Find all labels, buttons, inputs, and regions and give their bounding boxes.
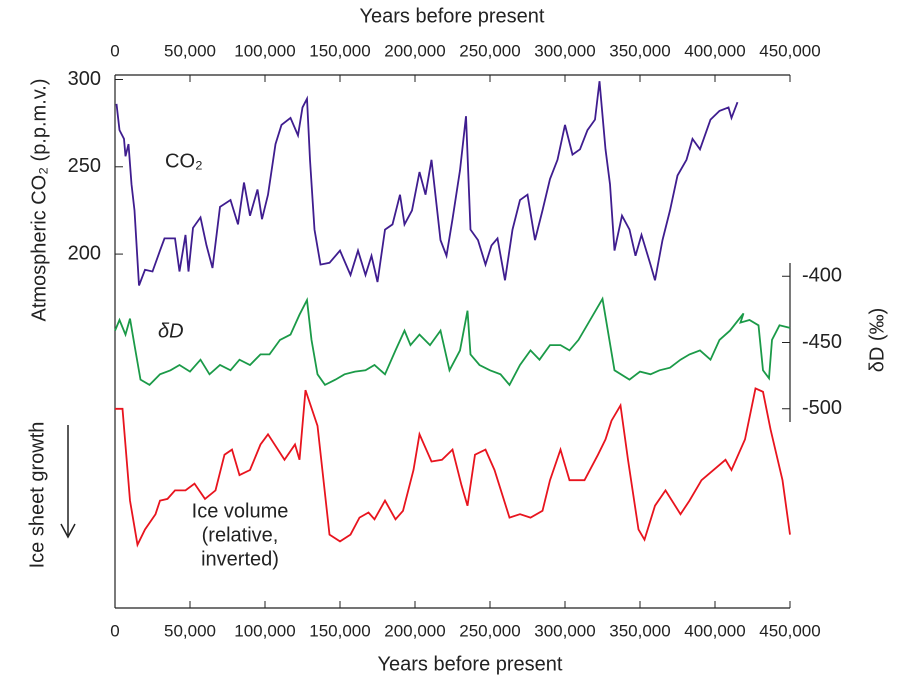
x-tick-label: 200,000	[384, 621, 445, 640]
x-tick-label: 150,000	[309, 621, 370, 640]
series-label: δD	[158, 320, 184, 342]
y2-tick-label: -450	[802, 331, 842, 353]
y2-tick-label: -500	[802, 397, 842, 419]
series-line	[114, 296, 791, 387]
x-tick-label: 50,000	[164, 41, 216, 60]
series-line	[115, 387, 791, 548]
x-tick-label: 0	[110, 41, 119, 60]
x-tick-label: 0	[110, 621, 119, 640]
growth-arrow	[60, 425, 76, 539]
x-tick-label: 250,000	[459, 621, 520, 640]
y3-axis-title: Ice sheet growth	[26, 422, 48, 569]
y2-tick-label: -400	[802, 265, 842, 287]
series-label: inverted)	[201, 548, 279, 570]
series-label: CO₂	[165, 150, 203, 172]
y-tick-label: 300	[68, 68, 101, 90]
x-tick-label: 100,000	[234, 621, 295, 640]
x-tick-label: 50,000	[164, 621, 216, 640]
top-axis-title: Years before present	[360, 5, 545, 27]
bottom-axis-title: Years before present	[378, 653, 563, 675]
series-line	[115, 81, 739, 286]
x-tick-label: 400,000	[684, 41, 745, 60]
y-axis-title: Atmospheric CO₂ (p.p.m.v.)	[28, 79, 50, 322]
y2-axis-title: δD (‰)	[866, 308, 888, 372]
y-tick-label: 200	[68, 242, 101, 264]
x-tick-label: 100,000	[234, 41, 295, 60]
series-label: (relative,	[202, 524, 279, 546]
x-tick-label: 400,000	[684, 621, 745, 640]
x-tick-label: 300,000	[534, 621, 595, 640]
x-tick-label: 200,000	[384, 41, 445, 60]
y-tick-label: 250	[68, 155, 101, 177]
x-tick-label: 150,000	[309, 41, 370, 60]
x-tick-label: 450,000	[759, 621, 820, 640]
x-tick-label: 450,000	[759, 41, 820, 60]
series-label: Ice volume	[192, 500, 289, 522]
x-tick-label: 350,000	[609, 621, 670, 640]
x-tick-label: 250,000	[459, 41, 520, 60]
x-tick-label: 350,000	[609, 41, 670, 60]
x-tick-label: 300,000	[534, 41, 595, 60]
